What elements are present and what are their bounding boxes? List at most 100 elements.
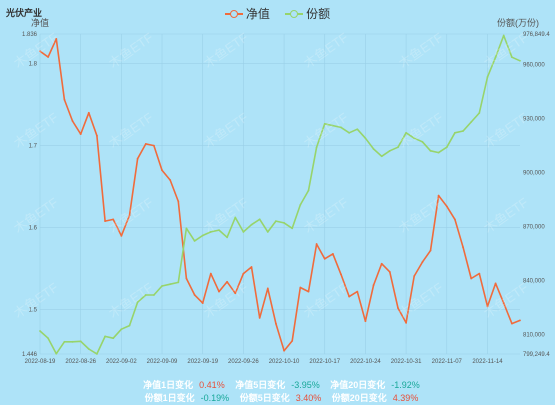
data-point-shares bbox=[161, 285, 163, 287]
data-point-shares bbox=[494, 56, 497, 59]
data-point-nav bbox=[364, 320, 367, 323]
data-point-nav bbox=[193, 294, 196, 296]
right-tick-label: 900,000 bbox=[523, 170, 545, 176]
x-tick-label: 2022-10-10 bbox=[269, 359, 300, 365]
data-point-shares bbox=[177, 281, 180, 284]
data-point-nav bbox=[388, 271, 391, 273]
data-point-shares bbox=[242, 231, 245, 233]
right-tick-label: 960,000 bbox=[523, 62, 545, 68]
data-point-nav bbox=[71, 120, 74, 122]
data-point-nav bbox=[510, 322, 513, 325]
stats-row-shares: 份额1日变化 -0.19% 份额5日变化 3.40% 份额20日变化 4.39% bbox=[0, 391, 555, 404]
right-tick-label: 799,249.4 bbox=[523, 352, 550, 358]
x-tick-label: 2022-09-09 bbox=[147, 359, 178, 365]
right-axis-label: 份额(万份) bbox=[497, 18, 539, 28]
data-point-shares bbox=[193, 240, 196, 242]
data-point-nav bbox=[502, 302, 505, 305]
stat-value: 0.41% bbox=[199, 380, 225, 390]
left-tick-label: 1.7 bbox=[29, 144, 38, 150]
stat-label: 净值20日变化 bbox=[330, 380, 386, 390]
data-point-shares bbox=[380, 155, 383, 158]
stat-value: -3.95% bbox=[291, 380, 320, 390]
data-point-nav bbox=[169, 179, 172, 181]
data-point-shares bbox=[185, 227, 188, 230]
data-point-shares bbox=[96, 353, 98, 355]
data-point-nav bbox=[283, 349, 285, 352]
x-tick-label: 2022-09-26 bbox=[228, 359, 259, 365]
data-point-shares bbox=[71, 340, 74, 343]
legend: 净值 份额 bbox=[0, 5, 555, 22]
data-point-nav bbox=[242, 272, 245, 275]
stat-value: -0.19% bbox=[200, 393, 230, 403]
data-point-nav bbox=[104, 220, 106, 222]
stat-label: 份额20日变化 bbox=[331, 393, 387, 403]
data-point-shares bbox=[372, 148, 375, 150]
data-point-shares bbox=[152, 294, 155, 296]
data-point-nav bbox=[356, 290, 359, 293]
data-point-nav bbox=[185, 277, 188, 280]
data-point-nav bbox=[47, 56, 50, 58]
data-point-nav bbox=[307, 290, 310, 293]
data-point-nav bbox=[470, 277, 473, 280]
data-point-nav bbox=[136, 157, 139, 160]
x-tick-label: 2022-10-24 bbox=[350, 359, 381, 365]
data-point-shares bbox=[413, 137, 416, 140]
legend-item-nav[interactable]: 净值 bbox=[224, 5, 270, 22]
data-point-shares bbox=[502, 34, 505, 37]
series-line-shares bbox=[39, 34, 521, 355]
data-point-shares bbox=[291, 227, 294, 230]
data-point-shares bbox=[112, 337, 115, 340]
data-point-shares bbox=[510, 56, 513, 59]
data-point-shares bbox=[299, 203, 302, 206]
x-tick-label: 2022-11-07 bbox=[432, 359, 463, 365]
x-tick-label: 2022-09-19 bbox=[187, 359, 218, 365]
data-point-nav bbox=[323, 257, 326, 260]
x-tick-label: 2022-10-31 bbox=[391, 359, 422, 365]
legend-label-nav: 净值 bbox=[245, 7, 270, 21]
data-point-nav bbox=[63, 98, 66, 101]
data-point-shares bbox=[39, 330, 41, 332]
data-point-shares bbox=[120, 328, 123, 331]
data-point-shares bbox=[470, 121, 473, 123]
x-tick-label: 2022-09-02 bbox=[106, 359, 137, 365]
data-point-nav bbox=[39, 50, 41, 53]
stat-value: 3.40% bbox=[295, 393, 322, 403]
data-point-shares bbox=[323, 122, 326, 125]
stat-label: 份额1日变化 bbox=[144, 393, 195, 403]
data-point-nav bbox=[226, 280, 229, 283]
data-point-nav bbox=[161, 169, 163, 172]
legend-label-shares: 份额 bbox=[306, 7, 331, 21]
data-point-shares bbox=[266, 231, 269, 233]
left-axis-label: 净值 bbox=[31, 18, 50, 28]
series-line-nav bbox=[39, 38, 521, 352]
stat-value: -1.92% bbox=[391, 380, 420, 390]
data-point-shares bbox=[462, 130, 464, 132]
data-point-nav bbox=[454, 218, 456, 221]
data-point-nav bbox=[421, 261, 424, 264]
x-tick-label: 2022-08-19 bbox=[25, 359, 56, 365]
left-tick-label: 1.836 bbox=[22, 32, 38, 38]
data-point-shares bbox=[437, 151, 440, 154]
data-point-shares bbox=[364, 137, 367, 140]
data-point-shares bbox=[234, 216, 237, 219]
data-point-nav bbox=[144, 143, 147, 145]
right-tick-label: 976,849.4 bbox=[523, 32, 550, 38]
legend-marker-shares-icon bbox=[285, 9, 304, 18]
stat-label: 净值5日变化 bbox=[235, 380, 286, 390]
right-tick-label: 840,000 bbox=[523, 279, 545, 285]
data-point-shares bbox=[331, 124, 334, 127]
data-point-nav bbox=[79, 133, 82, 136]
data-point-nav bbox=[380, 262, 383, 265]
data-point-shares bbox=[445, 146, 448, 149]
data-point-shares bbox=[388, 149, 391, 152]
data-point-shares bbox=[315, 146, 318, 149]
data-point-shares bbox=[356, 128, 359, 131]
data-point-shares bbox=[258, 218, 261, 221]
x-tick-label: 2022-10-17 bbox=[309, 359, 340, 365]
legend-item-shares[interactable]: 份额 bbox=[285, 5, 330, 22]
x-tick-label: 2022-11-14 bbox=[472, 359, 503, 365]
data-point-shares bbox=[421, 140, 424, 143]
data-point-nav bbox=[405, 321, 408, 324]
data-point-shares bbox=[209, 231, 212, 233]
left-tick-label: 1.6 bbox=[29, 226, 38, 232]
